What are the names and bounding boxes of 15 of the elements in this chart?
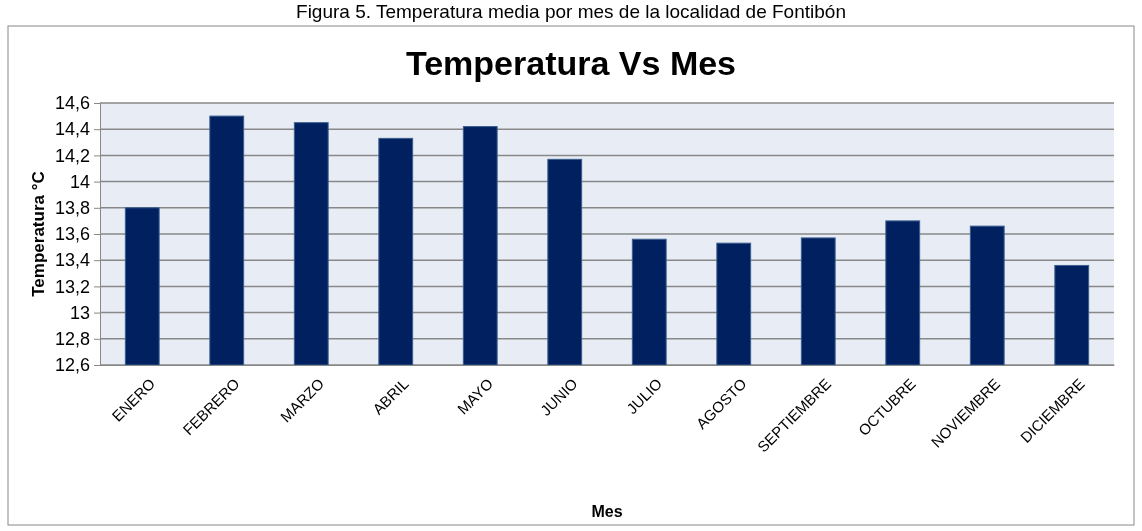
y-axis-title: Temperatura °C xyxy=(29,171,48,297)
text: Figura 5. Temperatura media por mes de la localidad de Fontibón xyxy=(296,1,846,22)
y-tick-label: 13,4 xyxy=(54,250,90,271)
y-tick-label: 12,8 xyxy=(54,329,90,350)
chart-title: Temperatura Vs Mes xyxy=(405,44,737,82)
y-tick-label: 13,8 xyxy=(54,198,90,219)
y-tick-label: 14,6 xyxy=(54,93,90,114)
x-axis-title: Mes xyxy=(591,503,623,520)
y-tick-label: 13,6 xyxy=(54,224,90,245)
y-tick-label: 14,4 xyxy=(54,119,90,140)
y-tick-label: 12,6 xyxy=(54,355,90,376)
y-tick-label: 14,2 xyxy=(54,145,90,166)
y-tick-label: 13 xyxy=(69,302,90,323)
y-tick-label: 14 xyxy=(69,171,90,192)
y-tick-label: 13,2 xyxy=(54,276,90,297)
